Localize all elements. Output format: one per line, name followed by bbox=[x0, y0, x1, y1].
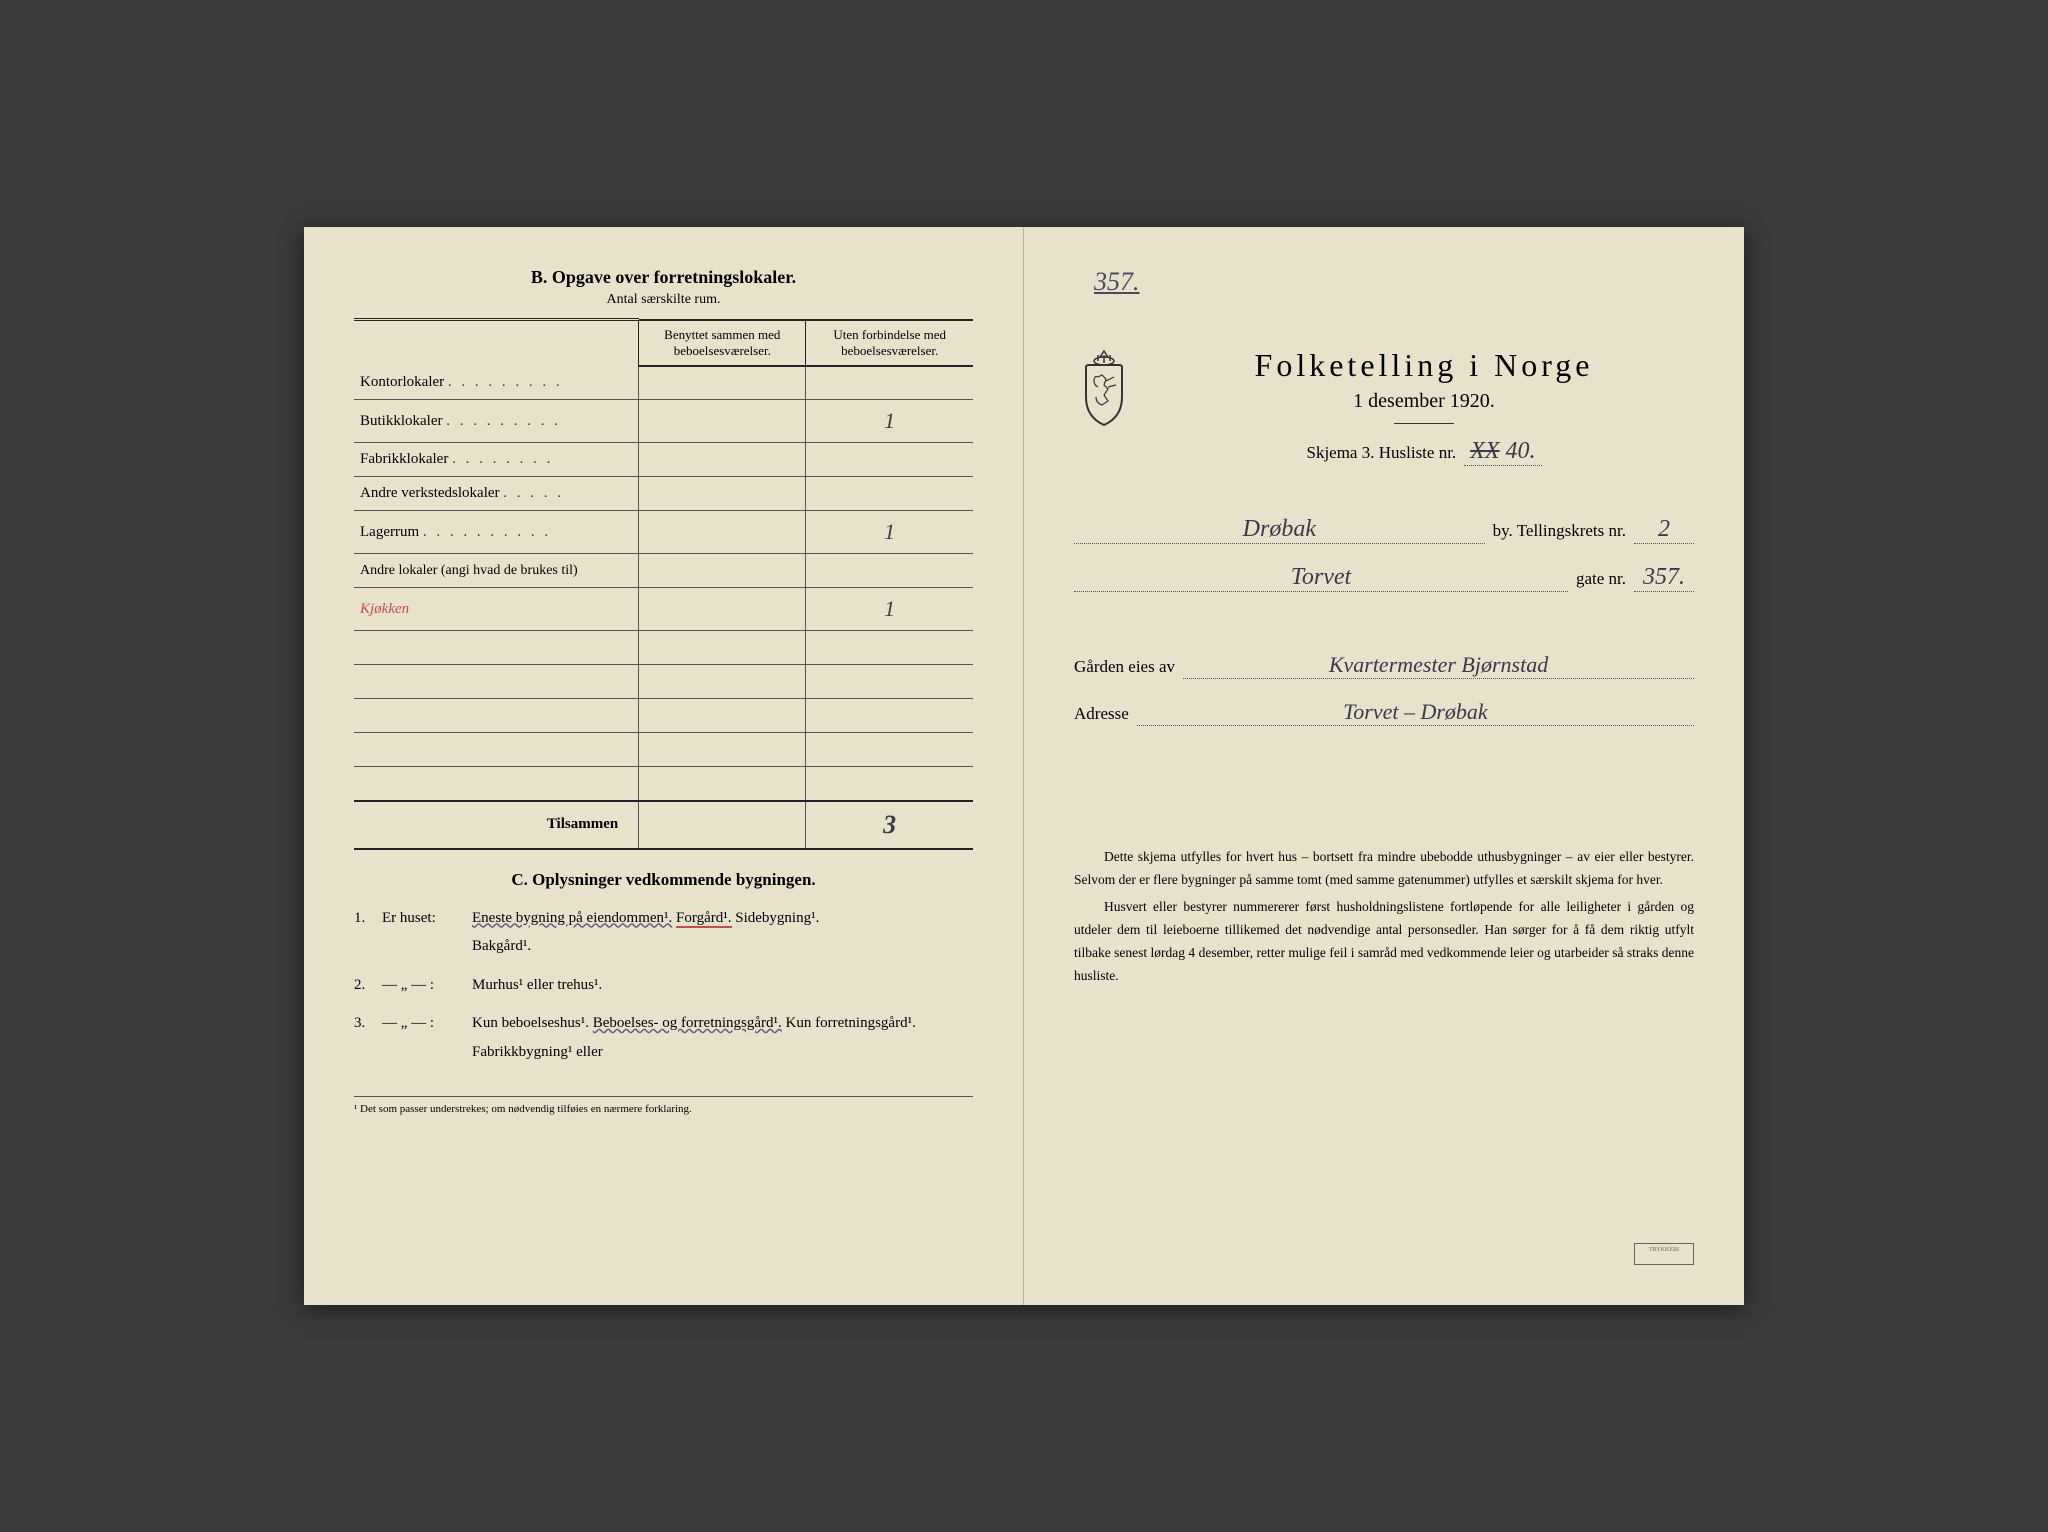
main-title: Folketelling i Norge bbox=[1154, 347, 1694, 384]
by-line: Drøbak by. Tellingskrets nr. 2 bbox=[1074, 516, 1694, 544]
census-document: B. Opgave over forretningslokaler. Antal… bbox=[304, 227, 1744, 1305]
by-value: Drøbak bbox=[1074, 516, 1485, 544]
owner-line: Gården eies av Kvartermester Bjørnstad bbox=[1074, 652, 1694, 679]
top-handwritten-number: 357. bbox=[1094, 267, 1694, 297]
header-block: Folketelling i Norge 1 desember 1920. Sk… bbox=[1074, 347, 1694, 486]
c-row-3: 3. — „ — : Kun beboelseshus¹. Beboelses-… bbox=[354, 1009, 973, 1066]
opt-eneste-bygning: Eneste bygning på eiendommen¹. bbox=[472, 910, 672, 926]
c-row-2: 2. — „ — : Murhus¹ eller trehus¹. bbox=[354, 971, 973, 1000]
table-row-handwritten: Kjøkken 1 bbox=[354, 588, 973, 631]
table-row-blank bbox=[354, 767, 973, 801]
owner-value: Kvartermester Bjørnstad bbox=[1183, 652, 1694, 679]
gate-nr: 357. bbox=[1634, 564, 1694, 592]
section-b-subtitle: Antal særskilte rum. bbox=[354, 292, 973, 308]
table-row-blank bbox=[354, 665, 973, 699]
col2-header: Uten forbindelse med beboelsesværelser. bbox=[806, 320, 973, 366]
table-row: Fabrikklokaler . . . . . . . . bbox=[354, 443, 973, 477]
table-row: Andre lokaler (angi hvad de brukes til) bbox=[354, 554, 973, 588]
skjema-line: Skjema 3. Husliste nr. XX 40. bbox=[1154, 438, 1694, 466]
subtitle-date: 1 desember 1920. bbox=[1154, 390, 1694, 413]
table-row: Butikklokaler . . . . . . . . . 1 bbox=[354, 400, 973, 443]
business-premises-table: Benyttet sammen med beboelsesværelser. U… bbox=[354, 318, 973, 850]
table-row-blank bbox=[354, 733, 973, 767]
gate-value: Torvet bbox=[1074, 564, 1568, 592]
table-row-blank bbox=[354, 699, 973, 733]
husliste-nr: 40. bbox=[1506, 438, 1536, 464]
section-c: C. Oplysninger vedkommende bygningen. 1.… bbox=[354, 870, 973, 1067]
c-row-1: 1. Er huset: Eneste bygning på eiendomme… bbox=[354, 904, 973, 961]
instructions-p1: Dette skjema utfylles for hvert hus – bo… bbox=[1074, 846, 1694, 892]
printer-stamp: TRYKKERI bbox=[1634, 1243, 1694, 1265]
table-total-row: Tilsammen 3 bbox=[354, 801, 973, 849]
adresse-value: Torvet – Drøbak bbox=[1137, 699, 1694, 726]
col1-header: Benyttet sammen med beboelsesværelser. bbox=[639, 320, 806, 366]
table-row: Andre verkstedslokaler . . . . . bbox=[354, 477, 973, 511]
footnote: ¹ Det som passer understrekes; om nødven… bbox=[354, 1096, 973, 1115]
instructions-p2: Husvert eller bestyrer nummererer først … bbox=[1074, 896, 1694, 988]
adresse-line: Adresse Torvet – Drøbak bbox=[1074, 699, 1694, 726]
norway-coat-of-arms-icon bbox=[1074, 347, 1134, 427]
table-row-blank bbox=[354, 631, 973, 665]
gate-line: Torvet gate nr. 357. bbox=[1074, 564, 1694, 592]
left-page: B. Opgave over forretningslokaler. Antal… bbox=[304, 227, 1024, 1305]
right-page: 357. Folketelling i Norge 1 desember 192… bbox=[1024, 227, 1744, 1305]
table-row: Kontorlokaler . . . . . . . . . bbox=[354, 366, 973, 400]
section-b-title: B. Opgave over forretningslokaler. bbox=[354, 267, 973, 288]
instructions-block: Dette skjema utfylles for hvert hus – bo… bbox=[1074, 846, 1694, 988]
section-c-title: C. Oplysninger vedkommende bygningen. bbox=[354, 870, 973, 890]
tellingskrets-nr: 2 bbox=[1634, 516, 1694, 544]
opt-forgard: Forgård¹. bbox=[676, 910, 731, 928]
table-row: Lagerrum . . . . . . . . . . 1 bbox=[354, 511, 973, 554]
opt-beboelses-forretning: Beboelses- og forretningsgård¹. bbox=[593, 1015, 782, 1031]
